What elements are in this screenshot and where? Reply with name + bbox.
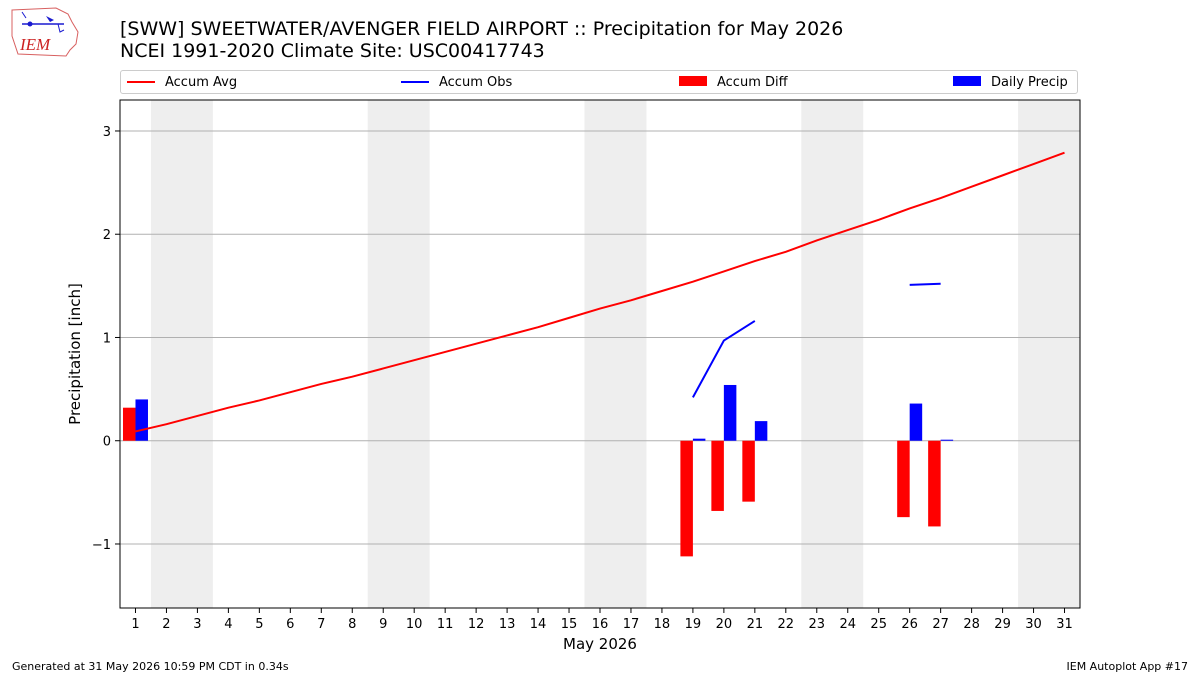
x-tick-label: 5 (255, 617, 263, 632)
legend-swatch-accum-avg (127, 80, 155, 83)
y-tick-label: 3 (103, 125, 111, 140)
legend-label-accum-obs: Accum Obs (439, 75, 513, 90)
x-tick-label: 20 (716, 617, 733, 632)
x-tick-label: 2 (162, 617, 170, 632)
x-tick-label: 23 (809, 617, 826, 632)
legend-item-accum-diff: Accum Diff (679, 74, 788, 92)
x-tick-label: 24 (839, 617, 856, 632)
accum-diff-bar (711, 440, 724, 511)
x-tick-label: 13 (499, 617, 516, 632)
x-tick-label: 26 (901, 617, 918, 632)
accum-diff-bar (897, 440, 910, 518)
accum-avg-line (135, 151, 1065, 433)
legend-label-accum-avg: Accum Avg (165, 75, 238, 90)
y-tick-label: 1 (103, 331, 111, 346)
accum-obs-line (692, 320, 756, 398)
x-tick-label: 31 (1056, 617, 1073, 632)
legend-item-accum-obs: Accum Obs (401, 74, 512, 92)
x-axis-label: May 2026 (563, 635, 637, 653)
chart-subtitle: NCEI 1991-2020 Climate Site: USC00417743 (120, 40, 545, 62)
x-tick-label: 21 (747, 617, 764, 632)
accum-diff-bar (742, 440, 755, 502)
x-tick-label: 8 (348, 617, 356, 632)
footer-generated-text: Generated at 31 May 2026 10:59 PM CDT in… (12, 660, 289, 673)
x-tick-label: 22 (778, 617, 795, 632)
x-tick-label: 16 (592, 617, 609, 632)
x-tick-label: 28 (963, 617, 980, 632)
weekend-band-2 (584, 100, 647, 608)
x-tick-label: 27 (932, 617, 949, 632)
x-tick-label: 3 (193, 617, 201, 632)
daily-precip-bar (909, 403, 923, 441)
weekend-band-4 (1018, 100, 1080, 608)
chart-title: [SWW] SWEETWATER/AVENGER FIELD AIRPORT :… (120, 18, 844, 40)
accum-diff-bar (122, 407, 136, 441)
x-tick-label: 11 (437, 617, 454, 632)
legend-label-daily-precip: Daily Precip (991, 75, 1068, 90)
y-tick-label: −1 (92, 538, 111, 553)
y-tick-label: 0 (103, 435, 111, 450)
weekend-band-1 (367, 100, 430, 608)
daily-precip-bar (754, 421, 768, 441)
x-tick-label: 9 (379, 617, 387, 632)
daily-precip-bar (692, 438, 706, 441)
x-tick-label: 17 (623, 617, 640, 632)
daily-precip-bar (940, 439, 954, 441)
x-tick-label: 29 (994, 617, 1011, 632)
chart-legend: Accum Avg Accum Obs Accum Diff Daily Pre… (120, 70, 1078, 94)
y-axis-label: Precipitation [inch] (66, 283, 84, 425)
x-tick-label: 4 (224, 617, 232, 632)
x-tick-label: 14 (530, 617, 547, 632)
x-tick-label: 18 (654, 617, 671, 632)
daily-precip-bar (723, 384, 737, 441)
legend-label-accum-diff: Accum Diff (717, 75, 788, 90)
iem-logo: IEM (11, 7, 79, 57)
x-tick-label: 12 (468, 617, 485, 632)
accum-diff-bar (680, 440, 693, 557)
legend-swatch-daily-precip (953, 76, 981, 86)
daily-precip-bar (135, 399, 148, 441)
footer-app-text: IEM Autoplot App #17 (1066, 660, 1189, 673)
weekend-band-0 (150, 100, 213, 608)
x-tick-label: 15 (561, 617, 578, 632)
legend-swatch-accum-diff (679, 76, 707, 86)
y-tick-label: 2 (103, 228, 111, 243)
accum-diff-bar (928, 440, 941, 527)
accum-obs-line (909, 282, 941, 286)
x-tick-label: 25 (870, 617, 887, 632)
plot-frame (119, 99, 1081, 609)
x-tick-label: 19 (685, 617, 702, 632)
legend-swatch-accum-obs (401, 80, 429, 83)
x-tick-label: 7 (317, 617, 325, 632)
x-tick-label: 30 (1025, 617, 1042, 632)
x-tick-label: 1 (131, 617, 139, 632)
iem-logo-text: IEM (19, 35, 51, 54)
legend-item-daily-precip: Daily Precip (953, 74, 1068, 92)
x-tick-label: 10 (406, 617, 423, 632)
x-tick-label: 6 (286, 617, 294, 632)
legend-item-accum-avg: Accum Avg (127, 74, 237, 92)
weekend-band-3 (801, 100, 864, 608)
